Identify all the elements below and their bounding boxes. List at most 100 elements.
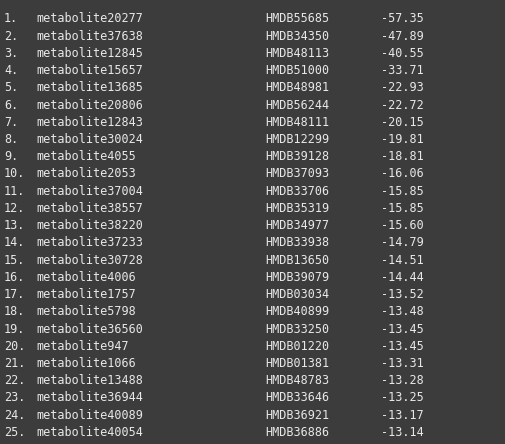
Text: 8.: 8. xyxy=(4,133,18,146)
Text: HMDB48113: HMDB48113 xyxy=(265,47,329,60)
Text: -15.60: -15.60 xyxy=(381,219,424,232)
Text: -13.28: -13.28 xyxy=(381,374,424,387)
Text: HMDB34977: HMDB34977 xyxy=(265,219,329,232)
Text: metabolite38557: metabolite38557 xyxy=(36,202,143,215)
Text: -33.71: -33.71 xyxy=(381,64,424,77)
Text: -22.72: -22.72 xyxy=(381,99,424,111)
Text: -13.48: -13.48 xyxy=(381,305,424,318)
Text: metabolite36560: metabolite36560 xyxy=(36,322,143,336)
Text: 12.: 12. xyxy=(4,202,25,215)
Text: metabolite36944: metabolite36944 xyxy=(36,392,143,404)
Text: 15.: 15. xyxy=(4,254,25,266)
Text: HMDB12299: HMDB12299 xyxy=(265,133,329,146)
Text: -15.85: -15.85 xyxy=(381,202,424,215)
Text: 13.: 13. xyxy=(4,219,25,232)
Text: metabolite15657: metabolite15657 xyxy=(36,64,143,77)
Text: HMDB36886: HMDB36886 xyxy=(265,426,329,439)
Text: HMDB34350: HMDB34350 xyxy=(265,30,329,43)
Text: metabolite30728: metabolite30728 xyxy=(36,254,143,266)
Text: 25.: 25. xyxy=(4,426,25,439)
Text: -14.79: -14.79 xyxy=(381,236,424,250)
Text: 14.: 14. xyxy=(4,236,25,250)
Text: 16.: 16. xyxy=(4,271,25,284)
Text: HMDB39079: HMDB39079 xyxy=(265,271,329,284)
Text: metabolite4006: metabolite4006 xyxy=(36,271,136,284)
Text: -57.35: -57.35 xyxy=(381,12,424,25)
Text: metabolite13685: metabolite13685 xyxy=(36,81,143,94)
Text: 23.: 23. xyxy=(4,392,25,404)
Text: -13.45: -13.45 xyxy=(381,340,424,353)
Text: HMDB55685: HMDB55685 xyxy=(265,12,329,25)
Text: 22.: 22. xyxy=(4,374,25,387)
Text: 7.: 7. xyxy=(4,116,18,129)
Text: metabolite4055: metabolite4055 xyxy=(36,150,136,163)
Text: HMDB03034: HMDB03034 xyxy=(265,288,329,301)
Text: HMDB56244: HMDB56244 xyxy=(265,99,329,111)
Text: metabolite12845: metabolite12845 xyxy=(36,47,143,60)
Text: -13.14: -13.14 xyxy=(381,426,424,439)
Text: metabolite37233: metabolite37233 xyxy=(36,236,143,250)
Text: 5.: 5. xyxy=(4,81,18,94)
Text: 3.: 3. xyxy=(4,47,18,60)
Text: metabolite20806: metabolite20806 xyxy=(36,99,143,111)
Text: metabolite1066: metabolite1066 xyxy=(36,357,136,370)
Text: -13.52: -13.52 xyxy=(381,288,424,301)
Text: metabolite1757: metabolite1757 xyxy=(36,288,136,301)
Text: -13.25: -13.25 xyxy=(381,392,424,404)
Text: metabolite947: metabolite947 xyxy=(36,340,129,353)
Text: HMDB33706: HMDB33706 xyxy=(265,185,329,198)
Text: 19.: 19. xyxy=(4,322,25,336)
Text: metabolite37004: metabolite37004 xyxy=(36,185,143,198)
Text: -40.55: -40.55 xyxy=(381,47,424,60)
Text: -13.31: -13.31 xyxy=(381,357,424,370)
Text: HMDB48783: HMDB48783 xyxy=(265,374,329,387)
Text: 11.: 11. xyxy=(4,185,25,198)
Text: -14.51: -14.51 xyxy=(381,254,424,266)
Text: metabolite40089: metabolite40089 xyxy=(36,408,143,422)
Text: -22.93: -22.93 xyxy=(381,81,424,94)
Text: -14.44: -14.44 xyxy=(381,271,424,284)
Text: metabolite12843: metabolite12843 xyxy=(36,116,143,129)
Text: -13.45: -13.45 xyxy=(381,322,424,336)
Text: -19.81: -19.81 xyxy=(381,133,424,146)
Text: 17.: 17. xyxy=(4,288,25,301)
Text: 10.: 10. xyxy=(4,167,25,180)
Text: -18.81: -18.81 xyxy=(381,150,424,163)
Text: metabolite2053: metabolite2053 xyxy=(36,167,136,180)
Text: metabolite40054: metabolite40054 xyxy=(36,426,143,439)
Text: HMDB01220: HMDB01220 xyxy=(265,340,329,353)
Text: HMDB36921: HMDB36921 xyxy=(265,408,329,422)
Text: HMDB37093: HMDB37093 xyxy=(265,167,329,180)
Text: 4.: 4. xyxy=(4,64,18,77)
Text: HMDB33250: HMDB33250 xyxy=(265,322,329,336)
Text: 6.: 6. xyxy=(4,99,18,111)
Text: -13.17: -13.17 xyxy=(381,408,424,422)
Text: HMDB13650: HMDB13650 xyxy=(265,254,329,266)
Text: HMDB39128: HMDB39128 xyxy=(265,150,329,163)
Text: 18.: 18. xyxy=(4,305,25,318)
Text: 2.: 2. xyxy=(4,30,18,43)
Text: HMDB33938: HMDB33938 xyxy=(265,236,329,250)
Text: 9.: 9. xyxy=(4,150,18,163)
Text: metabolite20277: metabolite20277 xyxy=(36,12,143,25)
Text: 24.: 24. xyxy=(4,408,25,422)
Text: -20.15: -20.15 xyxy=(381,116,424,129)
Text: HMDB01381: HMDB01381 xyxy=(265,357,329,370)
Text: -15.85: -15.85 xyxy=(381,185,424,198)
Text: metabolite5798: metabolite5798 xyxy=(36,305,136,318)
Text: metabolite13488: metabolite13488 xyxy=(36,374,143,387)
Text: -16.06: -16.06 xyxy=(381,167,424,180)
Text: HMDB40899: HMDB40899 xyxy=(265,305,329,318)
Text: metabolite37638: metabolite37638 xyxy=(36,30,143,43)
Text: HMDB33646: HMDB33646 xyxy=(265,392,329,404)
Text: HMDB48981: HMDB48981 xyxy=(265,81,329,94)
Text: 20.: 20. xyxy=(4,340,25,353)
Text: HMDB35319: HMDB35319 xyxy=(265,202,329,215)
Text: HMDB51000: HMDB51000 xyxy=(265,64,329,77)
Text: metabolite38220: metabolite38220 xyxy=(36,219,143,232)
Text: HMDB48111: HMDB48111 xyxy=(265,116,329,129)
Text: 21.: 21. xyxy=(4,357,25,370)
Text: -47.89: -47.89 xyxy=(381,30,424,43)
Text: metabolite30024: metabolite30024 xyxy=(36,133,143,146)
Text: 1.: 1. xyxy=(4,12,18,25)
